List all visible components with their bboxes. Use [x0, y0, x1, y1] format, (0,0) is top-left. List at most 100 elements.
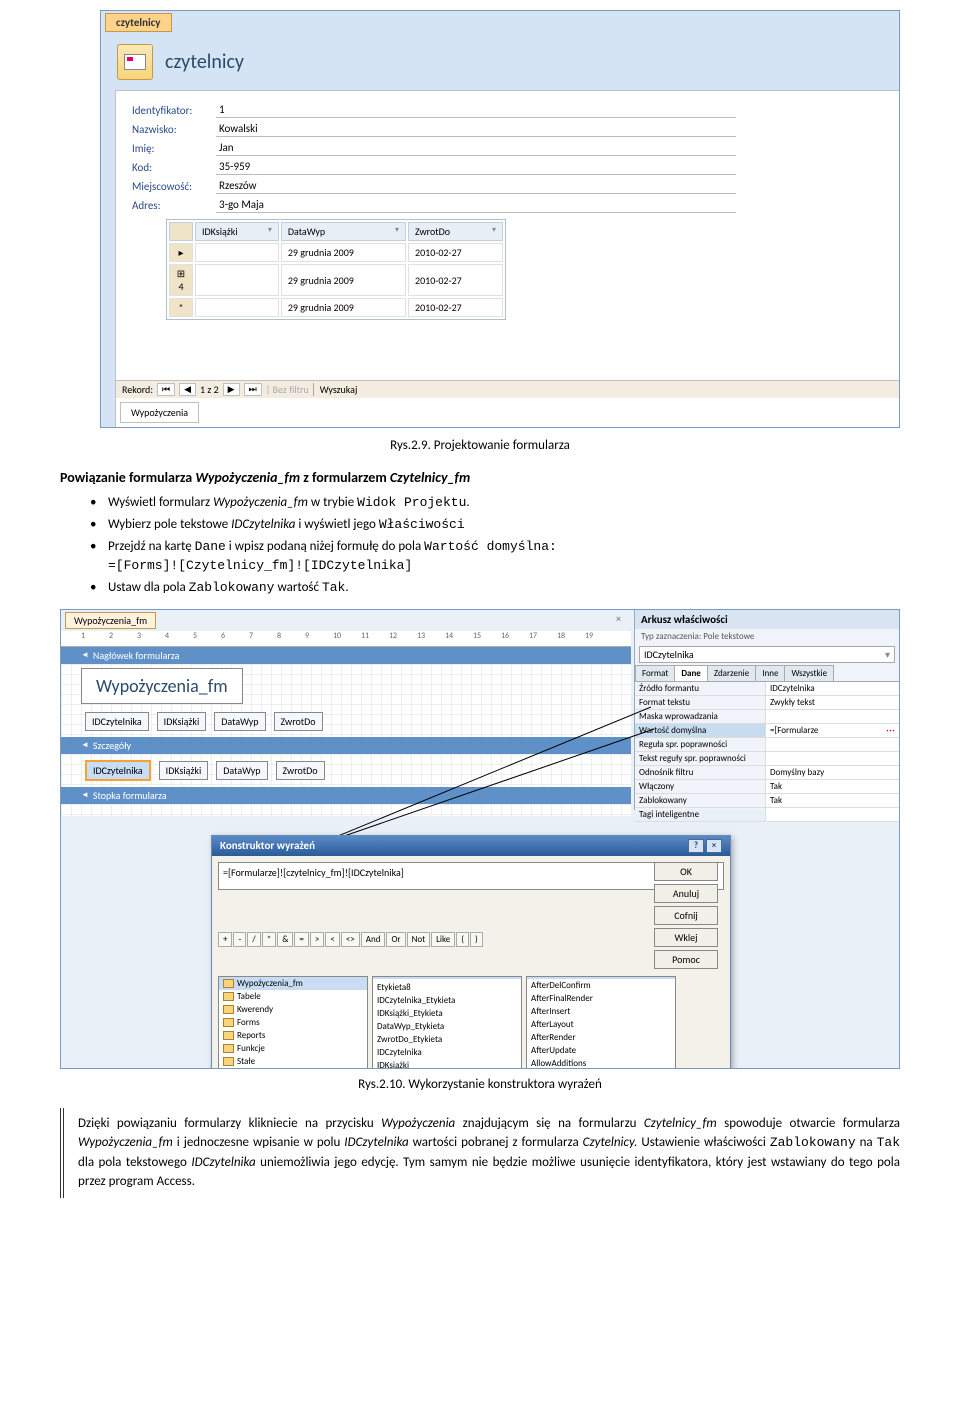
list-item[interactable]: AfterUpdate [527, 1044, 675, 1057]
nav-first-icon[interactable]: ⏮ [157, 383, 175, 396]
subtable-cell[interactable] [195, 264, 279, 296]
list-item[interactable]: IDKsiążki [373, 1059, 521, 1069]
design-field-textbox[interactable]: IDKsiążki [159, 761, 209, 780]
design-field-textbox[interactable]: IDCzytelnika [85, 760, 151, 781]
field-input-3[interactable] [216, 159, 736, 175]
row-selector[interactable]: ▸ [169, 243, 193, 262]
list-item[interactable]: IDKsiążki_Etykieta [373, 1007, 521, 1020]
form-title-field[interactable]: Wypożyczenia_fm [81, 668, 243, 704]
property-row[interactable]: Wartość domyślna=[Formularze⋯ [635, 724, 899, 738]
operator-button[interactable]: Like [431, 932, 455, 947]
operator-button[interactable]: + [218, 932, 232, 947]
property-row[interactable]: Odnośnik filtruDomyślny bazy [635, 766, 899, 780]
property-row[interactable]: ZablokowanyTak [635, 794, 899, 808]
section-bar-footer[interactable]: ◄Stopka formularza [61, 787, 631, 804]
list-item[interactable]: IDCzytelnika_Etykieta [373, 994, 521, 1007]
section-bar-detail[interactable]: ◄Szczegóły [61, 737, 631, 754]
operator-button[interactable]: Or [386, 932, 405, 947]
operator-button[interactable]: & [277, 932, 293, 947]
property-row[interactable]: Format tekstuZwykły tekst [635, 696, 899, 710]
nav-next-icon[interactable]: ▶ [223, 383, 240, 396]
operator-button[interactable]: And [361, 932, 386, 947]
row-selector[interactable]: ⊞ 4 [169, 264, 193, 296]
design-field-textbox[interactable]: ZwrotDo [276, 761, 325, 780]
help-icon[interactable]: ? [688, 839, 704, 853]
dlg-btn-ok[interactable]: OK [654, 862, 718, 881]
category-list[interactable]: Wypożyczenia_fmTabeleKwerendyFormsReport… [218, 976, 368, 1069]
list-item[interactable]: AfterRender [527, 1031, 675, 1044]
list-item[interactable]: Funkcje [219, 1042, 367, 1055]
design-field-label[interactable]: IDKsiążki [157, 712, 207, 731]
dlg-btn-cofnij[interactable]: Cofnij [654, 906, 718, 925]
operator-button[interactable]: * [262, 932, 276, 947]
sub-datasheet[interactable]: IDKsiążki▾DataWyp▾ZwrotDo▾ ▸ 29 grudnia 2… [166, 219, 506, 320]
operator-button[interactable]: = [294, 932, 308, 947]
nav-last-icon[interactable]: ⏭ [244, 383, 262, 396]
expression-input[interactable]: =[Formularze]![czytelnicy_fm]![IDCzyteln… [218, 862, 724, 890]
property-row[interactable]: Tekst reguły spr. poprawności [635, 752, 899, 766]
property-row[interactable]: Źródło formantuIDCzytelnika [635, 682, 899, 696]
property-row[interactable]: WłączonyTak [635, 780, 899, 794]
field-input-5[interactable] [216, 197, 736, 213]
subtable-cell[interactable] [195, 298, 279, 317]
list-item[interactable]: AfterDelConfirm [527, 979, 675, 992]
subtable-cell[interactable]: 29 grudnia 2009 [281, 264, 406, 296]
operator-button[interactable]: / [247, 932, 260, 947]
field-input-0[interactable] [216, 102, 736, 118]
property-row[interactable]: Reguła spr. poprawności [635, 738, 899, 752]
subtable-col[interactable]: DataWyp▾ [281, 222, 406, 241]
operator-button[interactable]: <> [341, 932, 360, 947]
prop-tab-wszystkie[interactable]: Wszystkie [784, 665, 834, 681]
list-item[interactable]: Forms [219, 1016, 367, 1029]
list-item[interactable]: Stałe [219, 1055, 367, 1068]
subtable-col[interactable]: IDKsiążki▾ [195, 222, 279, 241]
field-input-4[interactable] [216, 178, 736, 194]
property-object-combo[interactable]: IDCzytelnika▾ [639, 646, 895, 663]
row-selector[interactable]: * [169, 298, 193, 317]
design-field-label[interactable]: ZwrotDo [274, 712, 323, 731]
dlg-btn-pomoc[interactable]: Pomoc [654, 950, 718, 969]
subtable-cell[interactable]: 29 grudnia 2009 [281, 243, 406, 262]
prop-tab-zdarzenie[interactable]: Zdarzenie [707, 665, 756, 681]
field-input-2[interactable] [216, 140, 736, 156]
nav-prev-icon[interactable]: ◀ [179, 383, 196, 396]
close-icon[interactable]: × [706, 839, 722, 853]
dlg-btn-anuluj[interactable]: Anuluj [654, 884, 718, 903]
list-item[interactable]: Operatory [219, 1068, 367, 1069]
prop-tab-format[interactable]: Format [635, 665, 675, 681]
subtable-cell[interactable]: 29 grudnia 2009 [281, 298, 406, 317]
operator-button[interactable]: > [310, 932, 324, 947]
close-icon[interactable]: × [616, 612, 621, 625]
list-item[interactable]: Wypożyczenia_fm [219, 977, 367, 990]
design-field-label[interactable]: DataWyp [214, 712, 265, 731]
wypozyczenia-button[interactable]: Wypożyczenia [120, 402, 199, 423]
property-row[interactable]: Maska wprowadzania [635, 710, 899, 724]
operator-button[interactable]: ( [456, 932, 469, 947]
dlg-btn-wklej[interactable]: Wklej [654, 928, 718, 947]
list-item[interactable]: AfterInsert [527, 1005, 675, 1018]
design-tab[interactable]: Wypożyczenia_fm [65, 612, 156, 629]
prop-tab-inne[interactable]: Inne [755, 665, 785, 681]
list-item[interactable]: Tabele [219, 990, 367, 1003]
record-navigator[interactable]: Rekord: ⏮ ◀ 1 z 2 ▶ ⏭ | Bez filtru Wyszu… [116, 380, 899, 398]
operator-button[interactable]: - [233, 932, 246, 947]
list-item[interactable]: AfterLayout [527, 1018, 675, 1031]
design-field-textbox[interactable]: DataWyp [216, 761, 267, 780]
subtable-cell[interactable]: 2010-02-27 [408, 264, 503, 296]
section-bar-header[interactable]: ◄Nagłówek formularza [61, 647, 631, 664]
subtable-col[interactable]: ZwrotDo▾ [408, 222, 503, 241]
subtable-cell[interactable]: 2010-02-27 [408, 243, 503, 262]
subtable-cell[interactable]: 2010-02-27 [408, 298, 503, 317]
list-item[interactable]: Etykieta8 [373, 981, 521, 994]
list-item[interactable]: IDCzytelnika [373, 1046, 521, 1059]
form-tab-czytelnicy[interactable]: czytelnicy [105, 13, 172, 32]
property-list[interactable]: AfterDelConfirmAfterFinalRenderAfterInse… [526, 976, 676, 1069]
list-item[interactable]: DataWyp_Etykieta [373, 1020, 521, 1033]
operator-button[interactable]: < [325, 932, 339, 947]
prop-tab-dane[interactable]: Dane [674, 665, 707, 681]
list-item[interactable]: AfterFinalRender [527, 992, 675, 1005]
operator-button[interactable]: Not [407, 932, 431, 947]
list-item[interactable]: AllowAdditions [527, 1057, 675, 1069]
subtable-cell[interactable] [195, 243, 279, 262]
field-list[interactable]: Etykieta8IDCzytelnika_EtykietaIDKsiążki_… [372, 976, 522, 1069]
